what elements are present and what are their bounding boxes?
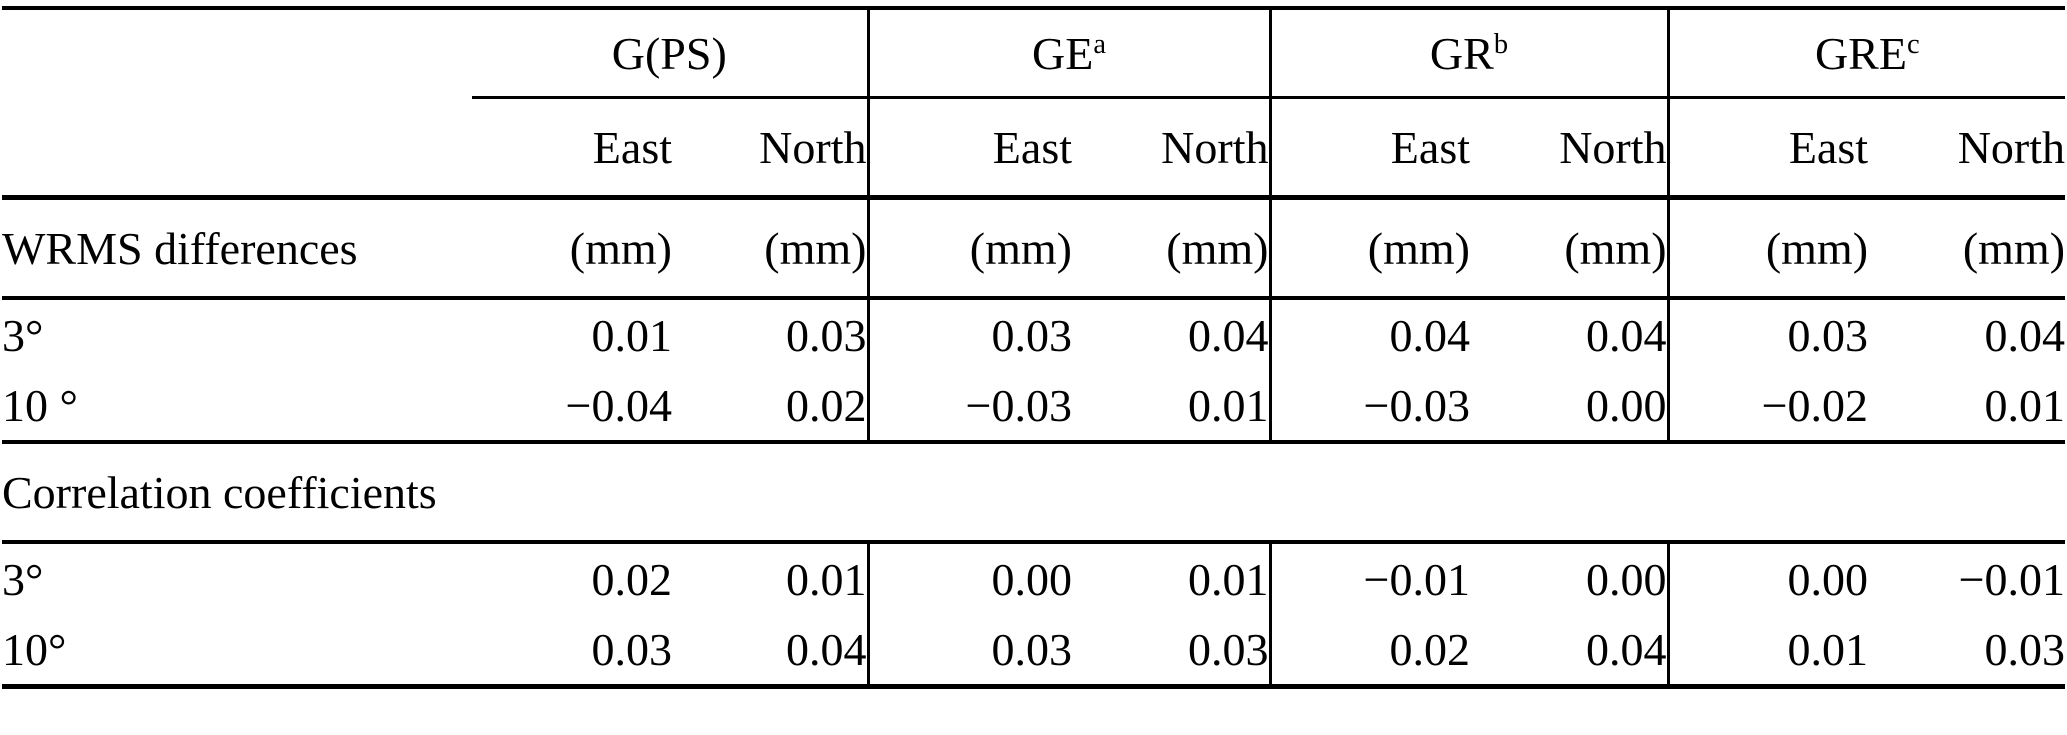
row-label: 10° xyxy=(2,614,472,689)
table-cell: 0.04 xyxy=(1470,614,1669,689)
row-label: 3° xyxy=(2,309,44,361)
subheader-row: East North East North East North East No… xyxy=(2,97,2066,200)
section-title: Correlation coefficients xyxy=(2,442,2066,544)
unit-cell: (mm) xyxy=(672,197,868,300)
subheader-east: East xyxy=(1268,97,1470,200)
table-cell: −0.01 xyxy=(1958,553,2066,605)
group-label: GE xyxy=(1032,27,1094,79)
table-cell: 0.01 xyxy=(786,553,867,605)
table-cell: 0.02 xyxy=(1268,614,1470,689)
corner-cell xyxy=(2,6,472,98)
unit-cell: (mm) xyxy=(866,197,1072,300)
table-cell: 0.04 xyxy=(672,614,868,689)
table-row: 10° 0.03 0.04 0.03 0.03 0.02 0.04 0.01 0… xyxy=(2,614,2066,689)
table-cell: −0.01 xyxy=(1268,542,1470,614)
table-cell: 0.03 xyxy=(866,298,1072,370)
unit-cell: (mm) xyxy=(1470,197,1669,300)
column-group-gr: GRb xyxy=(1268,6,1669,99)
table-cell: −0.03 xyxy=(866,370,1072,444)
unit-cell: (mm) xyxy=(1268,197,1470,300)
table-cell: 0.04 xyxy=(1586,309,1667,361)
row-label: 10 ° xyxy=(2,370,472,444)
corner-cell xyxy=(2,97,472,200)
correlation-section-header-row: Correlation coefficients xyxy=(2,442,2066,544)
table-cell: 0.04 xyxy=(1268,298,1470,370)
unit-cell: (mm) xyxy=(1868,197,2066,300)
table-row: 10 ° −0.04 0.02 −0.03 0.01 −0.03 0.00 −0… xyxy=(2,370,2066,444)
table-row: 3° 0.01 0.03 0.03 0.04 0.04 0.04 0.03 0.… xyxy=(2,298,2065,370)
table-cell: 0.02 xyxy=(591,553,673,605)
table-cell: 0.01 xyxy=(1868,370,2066,444)
group-label: GRE xyxy=(1814,27,1907,79)
column-group-ge: GEa xyxy=(866,6,1270,99)
table-row: 3° 0.02 0.01 0.00 0.01 −0.01 0.00 0.00 −… xyxy=(2,542,2065,614)
table-cell: 0.03 xyxy=(786,309,867,361)
table-cell: 0.01 xyxy=(1188,553,1269,605)
subheader-north: North xyxy=(1072,97,1270,200)
table-cell: −0.03 xyxy=(1268,370,1470,444)
column-group-gps: G(PS) xyxy=(472,6,868,99)
table-cell: −0.04 xyxy=(472,370,672,444)
table-cell: 0.00 xyxy=(1586,553,1667,605)
results-table: G(PS) GEa GRb GREc East North East North… xyxy=(2,6,2066,689)
column-group-gre: GREc xyxy=(1666,6,2066,99)
subheader-east: East xyxy=(866,97,1072,200)
table-cell: −0.02 xyxy=(1666,370,1869,444)
table-cell: 0.04 xyxy=(1984,309,2066,361)
group-label: G(PS) xyxy=(611,27,727,79)
table-cell: 0.03 xyxy=(1666,298,1869,370)
wrms-section-header-row: WRMS differences (mm) (mm) (mm) (mm) (mm… xyxy=(2,197,2066,300)
section-title: WRMS differences xyxy=(2,197,472,300)
subheader-east: East xyxy=(472,97,672,200)
table-cell: 0.00 xyxy=(1470,370,1669,444)
table-cell: 0.02 xyxy=(672,370,868,444)
table-cell: 0.01 xyxy=(1666,614,1869,689)
table-cell: 0.03 xyxy=(1072,614,1270,689)
subheader-north: North xyxy=(672,97,868,200)
group-label: GR xyxy=(1429,27,1494,79)
table-cell: 0.03 xyxy=(1868,614,2066,689)
unit-cell: (mm) xyxy=(1666,197,1869,300)
table-cell: 0.00 xyxy=(1666,542,1869,614)
table-cell: 0.04 xyxy=(1188,309,1269,361)
table-cell: 0.00 xyxy=(866,542,1072,614)
subheader-north: North xyxy=(1470,97,1669,200)
subheader-north: North xyxy=(1868,97,2066,200)
page: { "table": { "col_groups": [ { "label": … xyxy=(0,6,2067,735)
unit-cell: (mm) xyxy=(472,197,672,300)
table-cell: 0.01 xyxy=(1072,370,1270,444)
subheader-east: East xyxy=(1666,97,1869,200)
row-label: 3° xyxy=(2,553,44,605)
table-cell: 0.01 xyxy=(591,309,673,361)
table-cell: 0.03 xyxy=(472,614,672,689)
column-group-header-row: G(PS) GEa GRb GREc xyxy=(2,6,2066,99)
table-cell: 0.03 xyxy=(866,614,1072,689)
unit-cell: (mm) xyxy=(1072,197,1270,300)
